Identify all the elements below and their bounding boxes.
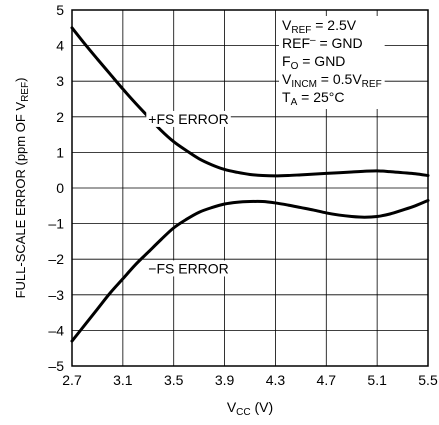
plus-fs-error-line bbox=[70, 26, 430, 178]
y-tick-label: –3 bbox=[48, 287, 64, 303]
y-tick-labels: 5 4 3 2 1 0 –1 –2 –3 –4 –5 bbox=[48, 2, 64, 374]
plot-frame bbox=[71, 9, 429, 367]
minus-fs-error-line bbox=[70, 198, 430, 343]
x-tick-label: 4.7 bbox=[317, 372, 337, 388]
x-tick-label: 2.7 bbox=[62, 372, 82, 388]
y-tick-label: 1 bbox=[56, 144, 64, 160]
annotation-line: VINCM = 0.5VREF bbox=[282, 71, 382, 90]
annotation-background bbox=[279, 16, 385, 109]
annotation-line: REF– = GND bbox=[282, 35, 363, 51]
x-tick-label: 3.5 bbox=[164, 372, 184, 388]
x-tick-label: 5.5 bbox=[418, 372, 438, 388]
y-tick-label: 5 bbox=[56, 2, 64, 18]
y-tick-label: 4 bbox=[56, 38, 64, 54]
y-axis-label: FULL-SCALE ERROR (ppm OF VREF) bbox=[13, 78, 31, 299]
series-label-background bbox=[146, 260, 231, 277]
y-tick-label: –2 bbox=[48, 251, 64, 267]
x-tick-labels: 2.7 3.1 3.5 3.9 4.3 4.7 5.1 5.5 bbox=[62, 372, 438, 388]
x-tick-label: 3.1 bbox=[113, 372, 133, 388]
x-axis-label: VCC (V) bbox=[227, 399, 273, 418]
x-tick-label: 5.1 bbox=[367, 372, 387, 388]
annotation-line: FO = GND bbox=[282, 53, 345, 72]
y-tick-label: –5 bbox=[48, 358, 64, 374]
y-tick-label: 2 bbox=[56, 109, 64, 125]
series-labels: +FS ERROR −FS ERROR bbox=[146, 110, 231, 277]
annotation-line: TA = 25°C bbox=[282, 89, 344, 108]
y-tick-label: 0 bbox=[56, 180, 64, 196]
y-tick-label: 3 bbox=[56, 73, 64, 89]
plus-fs-error-label: +FS ERROR bbox=[148, 111, 229, 127]
minus-fs-error-label: −FS ERROR bbox=[148, 260, 229, 276]
y-tick-label: –1 bbox=[48, 216, 64, 232]
series-label-background bbox=[146, 110, 231, 127]
x-tick-label: 3.9 bbox=[215, 372, 235, 388]
x-tick-label: 4.3 bbox=[266, 372, 286, 388]
y-tick-label: –4 bbox=[48, 322, 64, 338]
annotation-line: VREF = 2.5V bbox=[282, 17, 357, 36]
series-group bbox=[70, 26, 430, 343]
